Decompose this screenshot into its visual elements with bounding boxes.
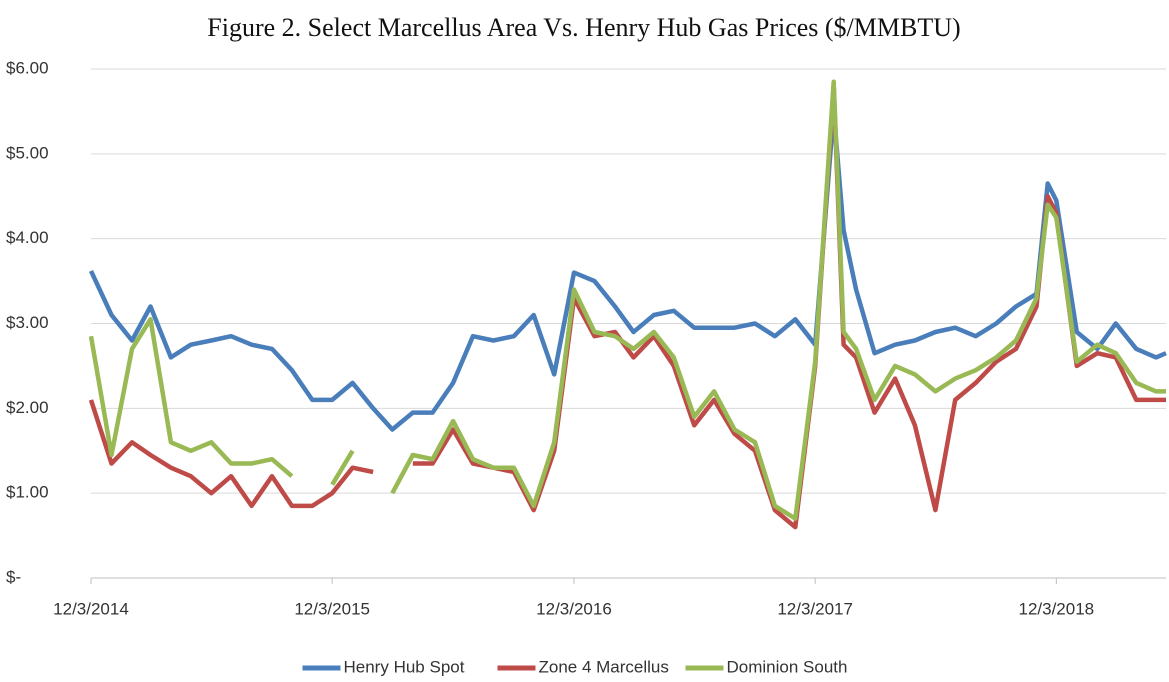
line-series: [88, 109, 1167, 432]
chart-title: Figure 2. Select Marcellus Area Vs. Henr…: [207, 13, 960, 42]
y-tick-label: $1.00: [6, 483, 49, 502]
legend-label: Zone 4 Marcellus: [539, 657, 669, 676]
x-tick-label: 12/3/2016: [536, 599, 612, 618]
y-tick-label: $6.00: [6, 58, 49, 77]
x-tick-label: 12/3/2014: [53, 599, 129, 618]
y-tick-label: $2.00: [6, 398, 49, 417]
legend-label: Dominion South: [727, 657, 848, 676]
line-series: [88, 79, 1166, 521]
legend-label: Henry Hub Spot: [344, 657, 465, 676]
x-tick-label: 12/3/2015: [294, 599, 370, 618]
x-tick-label: 12/3/2017: [777, 599, 853, 618]
line-series: [88, 83, 1166, 530]
x-tick-label: 12/3/2018: [1018, 599, 1094, 618]
y-tick-label: $3.00: [6, 313, 49, 332]
y-tick-label: $5.00: [6, 143, 49, 162]
y-tick-label: $4.00: [6, 228, 49, 247]
y-tick-label: $-: [6, 567, 21, 586]
